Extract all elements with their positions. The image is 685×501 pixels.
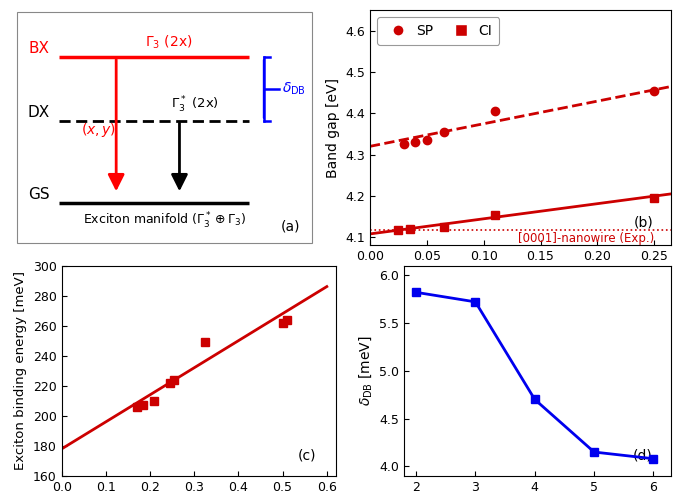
Text: $\Gamma_3^*\ (2\mathrm{x})$: $\Gamma_3^*\ (2\mathrm{x})$ [171, 95, 219, 115]
Y-axis label: $\delta_{\mathrm{DB}}$ [meV]: $\delta_{\mathrm{DB}}$ [meV] [357, 335, 374, 406]
Y-axis label: Exciton binding energy [meV]: Exciton binding energy [meV] [14, 271, 27, 470]
Y-axis label: Band gap [eV]: Band gap [eV] [325, 78, 340, 178]
Text: Exciton manifold $(\Gamma_3^*\oplus\Gamma_3)$: Exciton manifold $(\Gamma_3^*\oplus\Gamm… [83, 211, 246, 231]
X-axis label: $L^{-1}$ [nm$^{-1}$]: $L^{-1}$ [nm$^{-1}$] [160, 499, 237, 501]
Text: (b): (b) [634, 215, 653, 229]
Legend: SP, CI: SP, CI [377, 17, 499, 45]
Text: BX: BX [29, 41, 50, 56]
Text: DX: DX [27, 105, 50, 120]
FancyBboxPatch shape [16, 13, 312, 243]
Text: (d): (d) [633, 448, 653, 462]
X-axis label: $L^{-2}$ [nm$^{-1}$]: $L^{-2}$ [nm$^{-1}$] [482, 269, 559, 289]
Text: $\delta_{\mathrm{DB}}$: $\delta_{\mathrm{DB}}$ [282, 81, 306, 97]
Text: GS: GS [28, 187, 50, 202]
X-axis label: $L$ [nm]: $L$ [nm] [514, 499, 561, 501]
Text: (a): (a) [281, 220, 300, 233]
Text: $(x,y)$: $(x,y)$ [81, 121, 116, 139]
Text: (c): (c) [298, 448, 316, 462]
Text: $\Gamma_3\ (2\mathrm{x})$: $\Gamma_3\ (2\mathrm{x})$ [145, 34, 192, 51]
Text: [0001]-nanowire (Exp.): [0001]-nanowire (Exp.) [518, 232, 654, 245]
